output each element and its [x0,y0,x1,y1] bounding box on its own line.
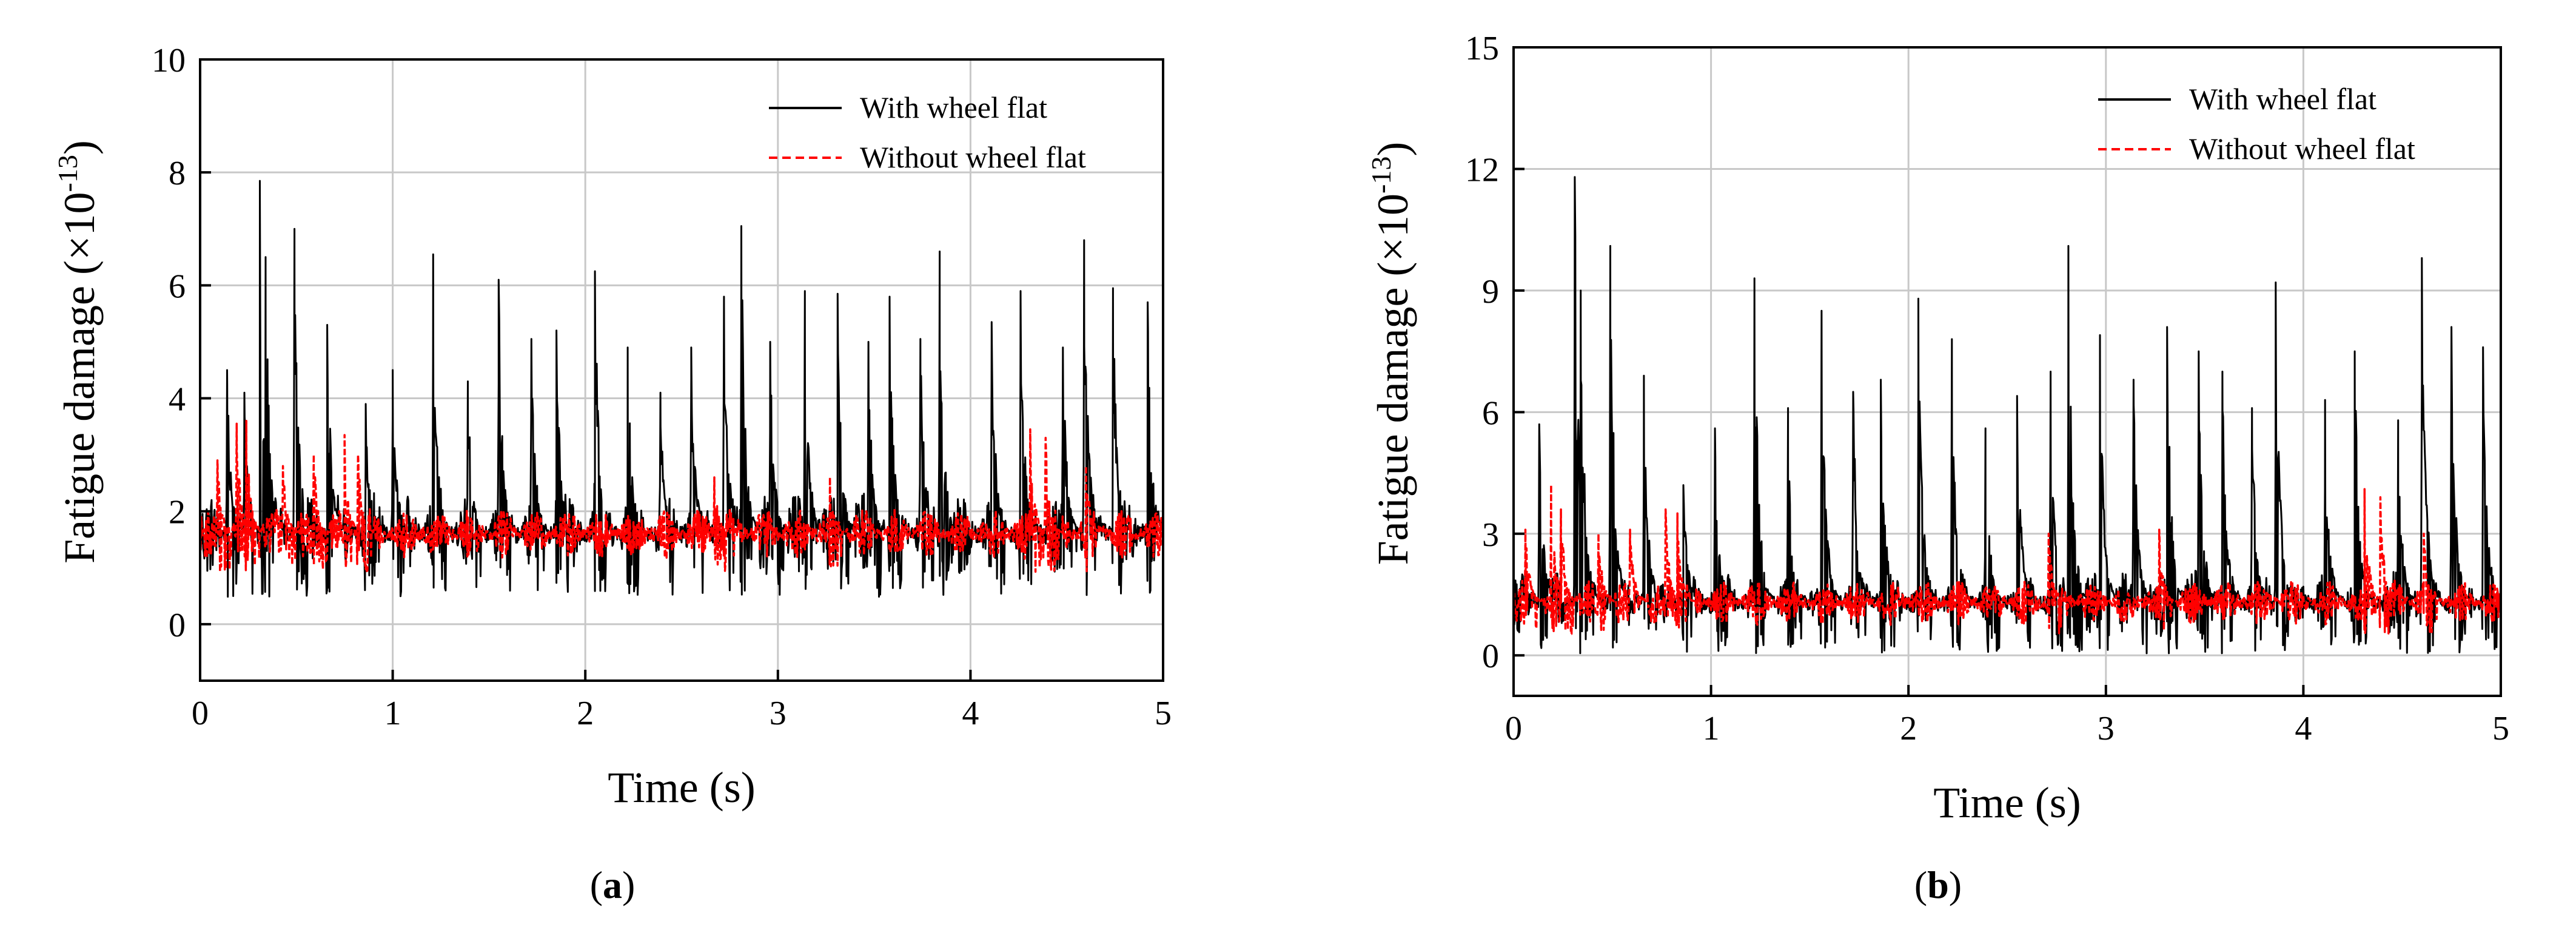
panel-caption: (a) [590,863,636,906]
y-tick-label: 9 [1482,273,1499,311]
y-tick-label: 6 [169,268,186,305]
x-tick-label: 5 [1155,695,1172,732]
series-with-wheel-flat [199,180,1164,598]
x-tick-label: 2 [1900,710,1917,747]
x-tick-label: 0 [192,695,209,732]
x-tick-label: 3 [2098,710,2115,747]
chart-panel-a: 0 1 2 3 4 5 0 2 4 6 8 10 Time (s) Fatigue damage (×10… [52,42,1172,906]
y-tick-label: 4 [169,381,186,419]
x-tick-label: 1 [384,695,401,732]
x-axis-label: Time (s) [608,763,755,812]
series-without-wheel-flat [199,420,1164,573]
y-tick-label: 6 [1482,394,1499,432]
x-tick-label: 5 [2492,710,2509,747]
x-tick-label: 0 [1505,710,1522,747]
x-tick-label: 1 [1703,710,1720,747]
panel-caption: (b) [1914,863,1962,906]
plot-frame [199,58,1164,682]
legend-entry: With wheel flat [2189,82,2376,116]
y-tick-label: 0 [1482,638,1499,675]
legend-entry: With wheel flat [860,90,1047,124]
x-tick-label: 4 [2295,710,2312,747]
series-with-wheel-flat [1512,176,2502,655]
y-tick-label: 15 [1465,30,1499,67]
x-axis-label: Time (s) [1933,778,2081,827]
y-tick-label: 10 [152,42,186,79]
x-tick-label: 2 [577,695,594,732]
legend-entry: Without wheel flat [860,140,1086,174]
y-tick-label: 3 [1482,516,1499,554]
y-axis-label: Fatigue damage (×10-13) [1366,142,1417,565]
y-tick-label: 2 [169,494,186,531]
y-tick-label: 12 [1465,151,1499,189]
series-without-wheel-flat [1512,484,2502,635]
plot-frame [1512,46,2502,697]
y-tick-label: 8 [169,155,186,192]
x-tick-label: 3 [770,695,787,732]
y-tick-label: 0 [169,607,186,644]
legend-entry: Without wheel flat [2189,132,2415,166]
x-tick-label: 4 [962,695,979,732]
y-axis-label: Fatigue damage (×10-13) [52,140,104,564]
